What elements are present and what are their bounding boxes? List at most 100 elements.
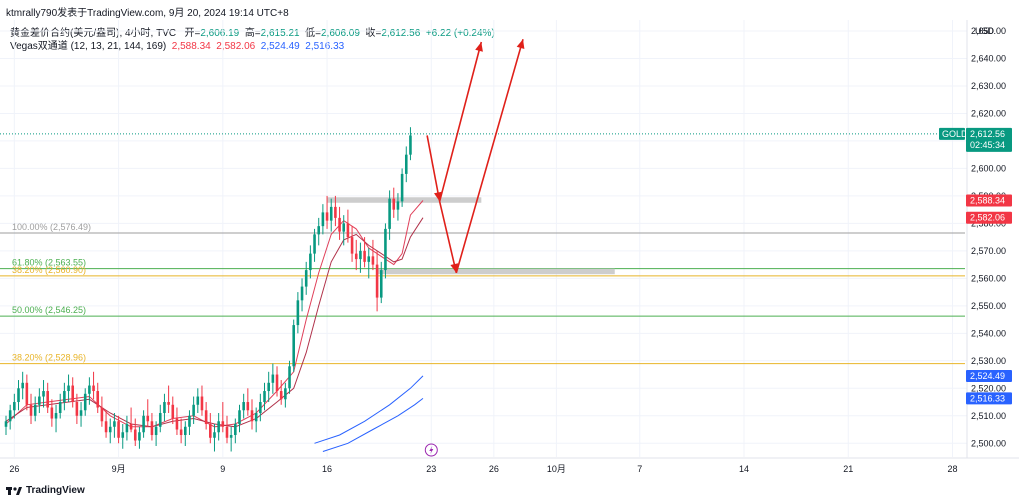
price-tag [966, 211, 1012, 224]
event-icon[interactable] [424, 443, 438, 457]
close-label: 收= [365, 28, 382, 39]
candle-body [234, 424, 237, 436]
candle-body [71, 385, 75, 403]
x-tick-label: 21 [843, 464, 853, 474]
forecast-arrow-head[interactable] [516, 39, 525, 49]
candle-body [325, 212, 329, 221]
brand-label: TradingView [26, 485, 85, 496]
candle-body [284, 388, 287, 400]
zone-rect[interactable] [327, 197, 482, 203]
forecast-arrow-head[interactable] [475, 42, 483, 52]
candle-body [8, 410, 12, 422]
low-value: 2,606.09 [321, 28, 360, 39]
indicator-name[interactable]: Vegas双通道 (12, 13, 21, 144, 169) [10, 41, 167, 52]
candle-body [388, 198, 391, 229]
y-tick-label: 2,520.00 [971, 383, 1006, 393]
candle-body [329, 206, 333, 221]
forecast-arrow-line[interactable] [438, 201, 458, 274]
y-tick-label: 2,550.00 [971, 301, 1006, 311]
candle-body [404, 154, 408, 174]
x-tick-label: 23 [426, 464, 436, 474]
candle-body [317, 226, 321, 235]
x-tick-label: 7 [637, 464, 642, 474]
forecast-arrow-line[interactable] [455, 39, 524, 274]
candle-body [96, 391, 100, 408]
forecast-arrow-line[interactable] [426, 135, 441, 202]
candle-body [13, 402, 16, 411]
fibonacci-levels[interactable]: 100.00% (2,576.49)61.80% (2,563.55)38.20… [0, 133, 965, 365]
y-tick-label: 2,570.00 [971, 246, 1006, 256]
lightning-icon [429, 446, 434, 454]
x-tick-label: 10月 [547, 464, 566, 474]
candle-body [346, 223, 350, 238]
candle-body [288, 366, 291, 389]
ema-12-line [5, 200, 424, 428]
x-tick-label: 28 [947, 464, 957, 474]
price-tag-label: 2,588.34 [970, 195, 1005, 205]
candle-body [75, 402, 79, 416]
candle-body [92, 385, 95, 392]
close-value: 2,612.56 [381, 28, 421, 39]
fib-level-label: 100.00% (2,576.49) [12, 222, 91, 232]
forecast-arrow-line[interactable] [438, 41, 483, 202]
x-tick-label: 14 [739, 464, 749, 474]
candle-body [375, 264, 379, 298]
price-tag [966, 392, 1012, 405]
candle-body [350, 237, 354, 254]
candle-body [79, 410, 83, 416]
candle-body [192, 404, 195, 416]
candle-body [150, 421, 154, 436]
candle-body [384, 228, 387, 271]
zone-rect[interactable] [377, 268, 615, 275]
candle-body [188, 415, 191, 427]
y-tick-label: 2,510.00 [971, 411, 1006, 421]
y-tick-label: 2,500.00 [971, 438, 1006, 448]
y-tick-label: 2,630.00 [971, 81, 1006, 91]
price-tag [966, 369, 1012, 382]
indicator-value-4: 2,516.33 [305, 41, 345, 52]
candle-body [396, 201, 400, 210]
candle-body [29, 404, 33, 416]
candle-body [204, 410, 208, 425]
candle-body [271, 374, 275, 383]
candle-body [138, 432, 141, 441]
price-tag-label: 2,516.33 [970, 393, 1005, 403]
candle-body [242, 402, 245, 411]
candle-body [209, 424, 212, 438]
candle-body [254, 413, 258, 422]
candle-body [154, 426, 158, 436]
candle-body [158, 413, 162, 427]
current-price-tag [966, 127, 1012, 152]
forecast-arrows[interactable] [426, 39, 525, 274]
ema-144-line [314, 375, 424, 444]
candle-body [279, 391, 283, 400]
symbol-tag [939, 127, 965, 140]
change-value: +6.22 (+0.24%) [425, 28, 495, 39]
fib-level-label: 61.80% (2,563.55) [12, 258, 86, 268]
currency-label[interactable]: USD [975, 26, 995, 36]
candle-body [171, 404, 175, 419]
candle-body [121, 432, 125, 438]
candle-body [342, 223, 346, 232]
candle-body [296, 300, 300, 326]
candle-body [250, 410, 254, 422]
x-tick-label: 9 [220, 464, 225, 474]
candle-body [183, 426, 187, 436]
candle-body [58, 402, 62, 414]
ema-21-line [5, 217, 424, 428]
candle-body [21, 382, 24, 389]
tradingview-footer: TradingView [6, 485, 85, 496]
candle-body [50, 407, 54, 419]
y-tick-label: 2,530.00 [971, 356, 1006, 366]
candle-body [200, 396, 204, 411]
symbol-tag-label: GOLD [942, 129, 968, 139]
support-zones[interactable] [327, 197, 615, 275]
grid [0, 20, 967, 457]
candle-body [167, 402, 170, 405]
candle-body [113, 421, 116, 427]
indicator-value-3: 2,524.49 [260, 41, 300, 52]
candle-body [400, 173, 404, 202]
y-tick-label: 2,540.00 [971, 328, 1006, 338]
symbol-name[interactable]: 黄金差价合约(美元/盎司), 4小时, TVC [10, 28, 177, 39]
